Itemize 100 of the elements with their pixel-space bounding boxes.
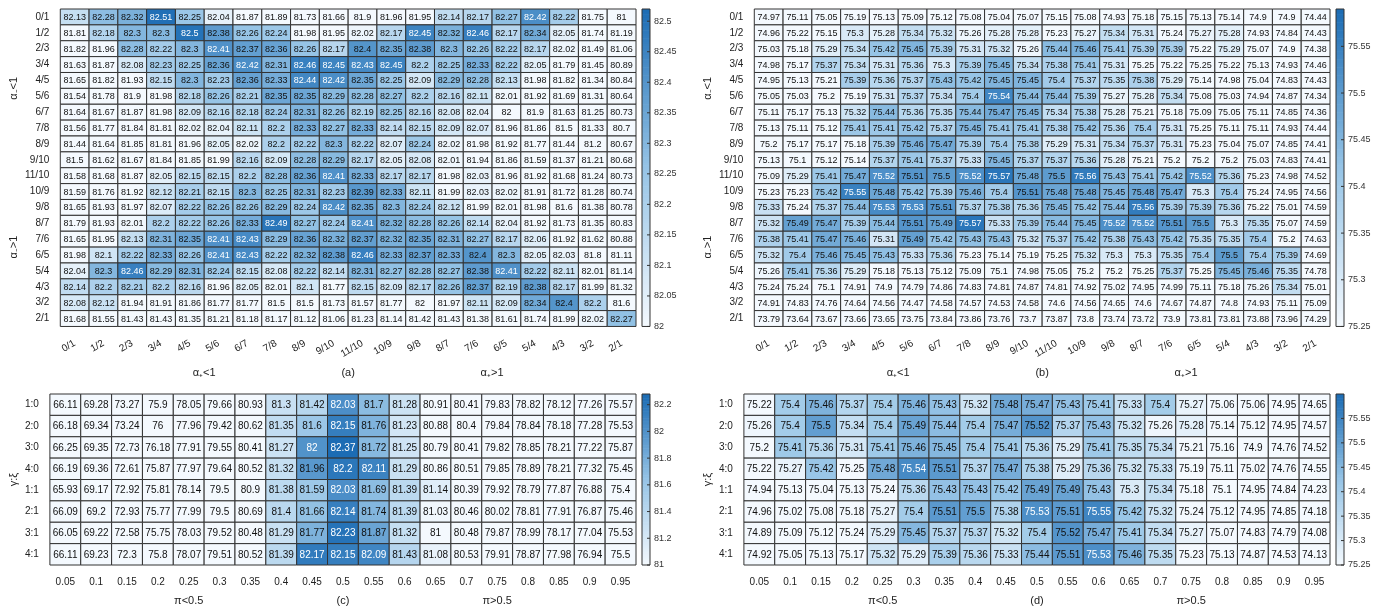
data-label: 75.34 (1102, 27, 1126, 38)
color-bar-label: 75.25 (1348, 320, 1371, 331)
data-label: 82.08 (264, 265, 288, 276)
data-label: 79.52 (207, 527, 233, 539)
y-tick-label: 0/1 (729, 10, 744, 22)
data-label: 75.57 (987, 170, 1011, 181)
data-label: 82.18 (92, 27, 115, 38)
data-label: 75.31 (872, 234, 896, 245)
data-label: 82.07 (380, 138, 403, 149)
data-label: 74.59 (1304, 218, 1327, 229)
data-label: 75.11 (1247, 107, 1269, 118)
x-tick-label: 0.05 (749, 575, 770, 587)
color-bar-label: 82 (654, 320, 665, 331)
color-bar-label: 82.3 (654, 137, 672, 148)
data-label: 75.46 (808, 398, 834, 410)
data-label: 75.42 (1160, 234, 1183, 245)
data-label: 75.11 (1189, 281, 1212, 292)
data-label: 81.34 (581, 75, 605, 86)
data-label: 82 (501, 107, 512, 118)
data-label: 81.87 (92, 59, 115, 70)
data-label: 81.79 (63, 218, 86, 229)
data-label: 81.94 (120, 297, 144, 308)
data-label: 82.25 (264, 186, 288, 197)
data-label: 82.33 (351, 170, 374, 181)
data-label: 75.09 (757, 170, 780, 181)
data-label: 72.73 (114, 441, 140, 453)
data-label: 74.23 (1302, 484, 1328, 496)
y-tick-label: 3:0 (719, 441, 734, 453)
data-label: 74.98 (1275, 170, 1299, 181)
data-label: 75.37 (930, 154, 953, 165)
data-label: 81.57 (351, 297, 374, 308)
data-label: 82.31 (149, 234, 173, 245)
y-tick-label: 5/6 (35, 90, 50, 102)
data-label: 66.11 (53, 548, 78, 560)
data-label: 80.9 (240, 484, 261, 496)
data-label: 82.03 (552, 250, 576, 261)
x-tick-label: 0.5 (336, 575, 351, 587)
data-label: 74.76 (1271, 463, 1297, 475)
data-label: 82.05 (523, 250, 547, 261)
data-label: 81.14 (422, 484, 449, 496)
data-label: 81.64 (63, 107, 86, 118)
data-label: 79.5 (209, 484, 230, 496)
data-label: 75.06 (1209, 398, 1235, 410)
y-tick-label: 2:1 (719, 505, 734, 517)
data-label: 82.17 (299, 548, 326, 560)
data-label: 82.45 (408, 27, 432, 38)
data-label: 75.52 (1024, 420, 1050, 432)
data-label: 75.39 (1275, 250, 1299, 261)
data-label: 75.5 (1191, 218, 1210, 229)
data-label: 80.53 (453, 548, 480, 560)
data-label: 81.86 (523, 123, 547, 134)
data-label: 75.42 (1074, 202, 1097, 213)
x-tick-label: 8/9 (289, 337, 308, 354)
data-label: 75.38 (987, 202, 1011, 213)
data-label: 75.1 (990, 265, 1008, 276)
data-label: 75.18 (843, 138, 867, 149)
data-label: 81.75 (581, 11, 605, 22)
data-label: 74.99 (1160, 281, 1183, 292)
data-label: 75.53 (872, 202, 896, 213)
data-label: 75.13 (757, 154, 780, 165)
data-label: 81.67 (92, 107, 115, 118)
data-label: 82.27 (380, 91, 403, 102)
data-label: 75.41 (872, 123, 896, 134)
data-label: 75.37 (1045, 234, 1068, 245)
data-label: 74.98 (1217, 75, 1241, 86)
data-label: 75.52 (1055, 527, 1081, 539)
color-bar-label: 82.4 (654, 76, 672, 87)
data-label: 74.95 (1240, 484, 1266, 496)
data-label: 74.53 (1271, 548, 1297, 560)
data-label: 81.63 (552, 107, 576, 118)
data-label: 82.33 (351, 123, 374, 134)
data-label: 75.43 (987, 234, 1011, 245)
data-label: 81.77 (380, 297, 403, 308)
data-label: 81.64 (92, 138, 115, 149)
data-label: 81.25 (392, 441, 418, 453)
data-label: 75.27 (777, 463, 804, 475)
data-label: 75.21 (1131, 107, 1155, 118)
data-label: 80.91 (422, 398, 449, 410)
data-label: 81.59 (299, 484, 326, 496)
data-label: 75.39 (843, 75, 867, 86)
data-label: 73.65 (872, 313, 896, 324)
data-label: 75.19 (843, 91, 867, 102)
data-label: 81.97 (437, 297, 461, 308)
data-label: 75.47 (987, 107, 1011, 118)
data-label: 75.2 (1105, 265, 1123, 276)
x-tick-label: 2/1 (1300, 337, 1319, 354)
y-tick-label: 1/2 (729, 26, 744, 38)
data-label: 81.18 (236, 313, 259, 324)
data-label: 75.17 (786, 107, 809, 118)
data-label: 82.13 (63, 11, 86, 22)
data-label: 75.45 (843, 250, 867, 261)
data-label: 75.18 (839, 505, 865, 517)
data-label: 82.34 (523, 27, 547, 38)
data-label: 75.42 (1074, 123, 1097, 134)
data-label: 75.39 (958, 138, 982, 149)
data-label: 73.76 (987, 313, 1011, 324)
data-label: 77.91 (176, 441, 202, 453)
data-label: 81.7 (364, 398, 384, 410)
data-label: 74.57 (1302, 420, 1328, 432)
data-label: 75.18 (786, 43, 809, 54)
